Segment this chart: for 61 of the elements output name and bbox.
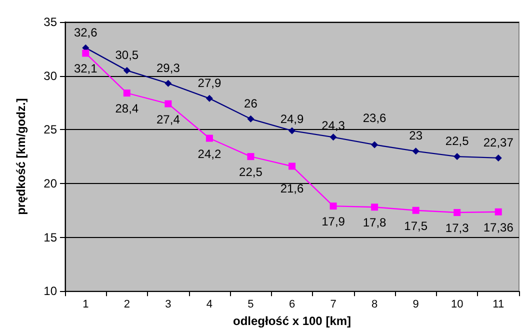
point: [494, 208, 502, 216]
point: [82, 50, 90, 57]
point: [206, 94, 213, 102]
data-label: 32,6: [74, 25, 98, 40]
point: [247, 153, 254, 160]
data-label: 22,5: [239, 165, 263, 180]
x-tick-label: 2: [124, 298, 130, 311]
data-label: 23: [409, 128, 423, 143]
x-tick-label: 6: [288, 298, 296, 311]
x-tick-label: 8: [371, 298, 378, 311]
data-label: 24,2: [198, 146, 222, 161]
data-label: 30,5: [115, 48, 139, 62]
point: [123, 90, 130, 97]
y-tick-label: 25: [44, 122, 58, 137]
point: [371, 141, 378, 148]
data-label: 17,8: [362, 216, 387, 230]
x-tick-label: 7: [330, 298, 336, 311]
x-axis-title: odległość x 100 [km]: [232, 314, 352, 328]
data-label: 28,4: [115, 102, 139, 116]
point: [494, 154, 502, 162]
data-label: 27,9: [198, 76, 222, 90]
y-tick-label: 30: [44, 68, 58, 83]
point: [288, 127, 296, 134]
data-label: 17,36: [483, 220, 514, 234]
y-axis-title: prędkość [km/godz.]: [14, 98, 28, 215]
y-tick-label: 10: [44, 284, 58, 298]
x-tick-label: 3: [165, 298, 172, 311]
point: [454, 209, 461, 216]
point: [412, 148, 420, 155]
data-label: 21,6: [280, 182, 304, 196]
point: [371, 204, 378, 211]
x-tick-label: 10: [450, 298, 464, 311]
data-label: 29,3: [156, 60, 180, 75]
point: [412, 206, 420, 214]
data-label: 26: [244, 96, 258, 110]
data-label: 17,3: [445, 221, 470, 236]
x-tick-label: 4: [206, 298, 213, 311]
point: [330, 134, 337, 141]
point: [164, 100, 172, 108]
y-tick-label: 20: [44, 176, 58, 190]
x-tick-label: 1: [82, 298, 89, 311]
data-label: 22,5: [445, 134, 470, 148]
x-tick-label: 9: [412, 298, 419, 311]
point: [164, 80, 172, 87]
x-tick-label: 5: [248, 298, 254, 311]
data-label: 17,9: [322, 214, 346, 229]
data-label: 32,1: [74, 62, 98, 76]
x-tick-label: 11: [492, 298, 504, 311]
point: [206, 134, 213, 142]
point: [454, 153, 461, 160]
point: [123, 66, 130, 74]
data-label: 24,9: [280, 112, 304, 126]
data-label: 22,37: [483, 135, 514, 150]
point: [247, 115, 254, 122]
y-tick-label: 15: [44, 230, 58, 244]
data-label: 17,5: [404, 218, 428, 233]
y-tick-label: 35: [44, 15, 58, 29]
data-label: 27,4: [156, 112, 180, 126]
data-label: 23,6: [362, 111, 387, 126]
point: [330, 202, 337, 210]
point: [288, 162, 296, 170]
